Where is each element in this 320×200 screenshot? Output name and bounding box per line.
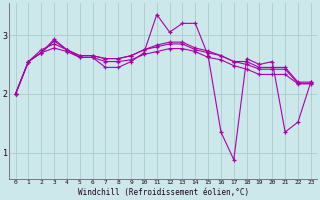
X-axis label: Windchill (Refroidissement éolien,°C): Windchill (Refroidissement éolien,°C) bbox=[78, 188, 249, 197]
